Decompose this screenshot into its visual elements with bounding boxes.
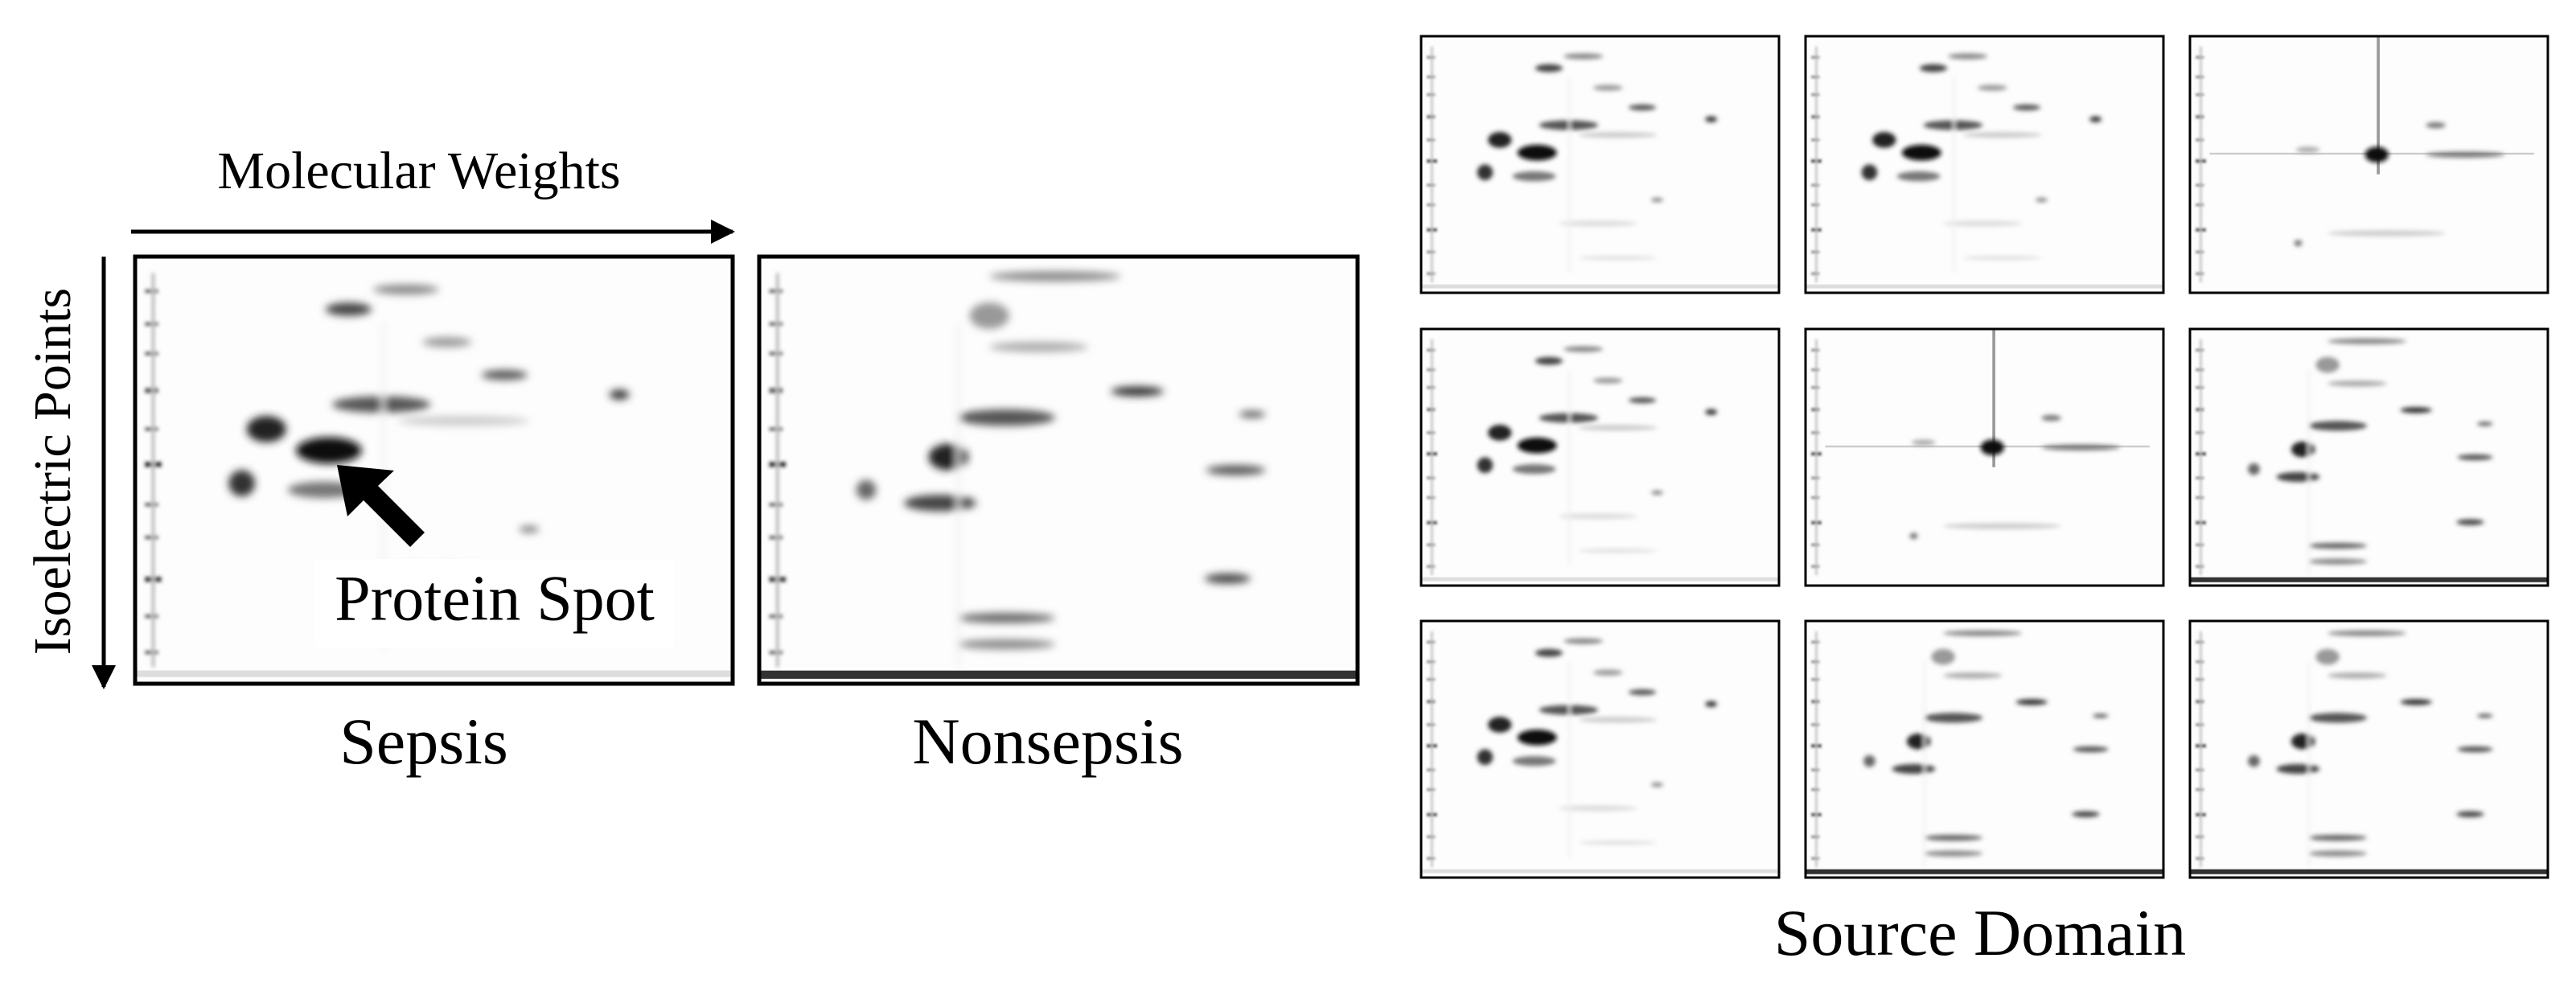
source-gel-frame [1419, 327, 1781, 587]
source-gel-frame [2188, 327, 2549, 587]
source-gel [1421, 622, 1779, 878]
nonsepsis-frame [757, 254, 1360, 686]
y-axis-label: Isoelectric Points [23, 288, 82, 655]
source-domain-label: Source Domain [1774, 896, 2186, 969]
source-gel [1421, 37, 1779, 293]
source-gel [2190, 37, 2548, 293]
panel-label: Sepsis [339, 705, 508, 778]
source-gel [1806, 622, 2163, 878]
source-gel-frame [1419, 35, 1781, 294]
annotation-arrow [337, 465, 425, 547]
nonsepsis-gel [759, 257, 1357, 684]
annotation-text: Protein Spot [335, 563, 655, 634]
source-gel-frame [2188, 619, 2549, 879]
source-gel [1806, 37, 2163, 293]
annotation-box [315, 559, 674, 648]
source-gel-frame [1804, 35, 2165, 294]
source-gel [1421, 330, 1779, 586]
source-gel-frame [2188, 35, 2549, 294]
panel-label: Nonsepsis [912, 705, 1183, 778]
source-gel-frame [1419, 619, 1781, 879]
source-gel [1806, 330, 2163, 586]
source-gel [2190, 330, 2548, 586]
x-axis-label: Molecular Weights [217, 142, 620, 200]
sepsis-frame [133, 254, 735, 686]
source-gel-frame [1804, 619, 2165, 879]
source-gel [2190, 622, 2548, 878]
source-grid [1419, 35, 2549, 879]
source-gel-frame [1804, 327, 2165, 587]
